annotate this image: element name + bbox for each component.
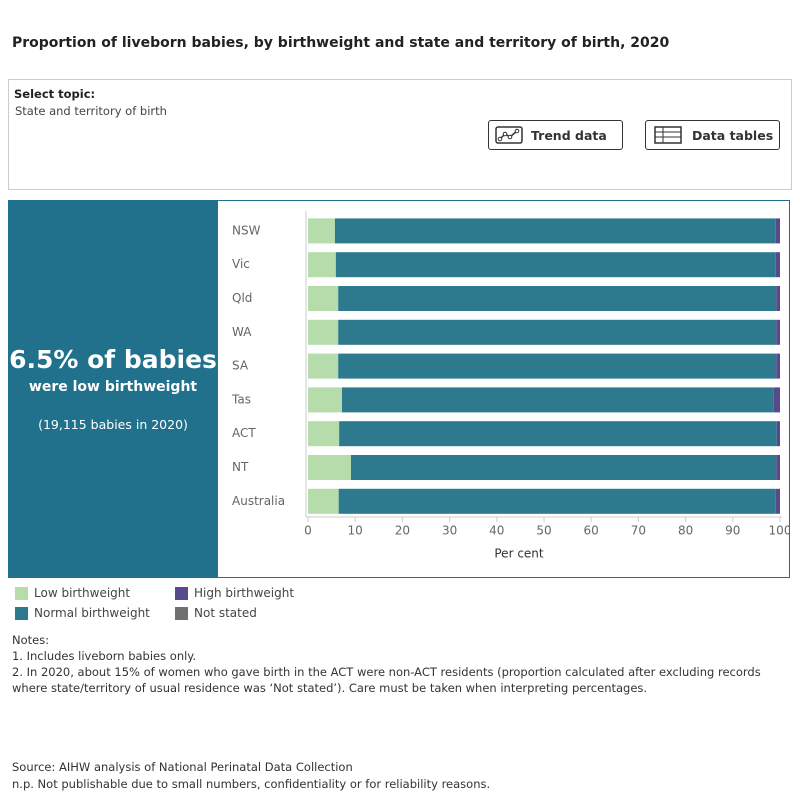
bar-segment	[339, 421, 777, 447]
y-tick-label: SA	[232, 359, 249, 373]
bar-segment	[338, 488, 776, 514]
button-label: Data tables	[692, 127, 774, 143]
bar-segment	[775, 252, 780, 278]
y-tick-label: NSW	[232, 223, 261, 237]
y-tick-label: Qld	[232, 291, 252, 305]
x-axis-title: Per cent	[494, 547, 544, 561]
y-tick-label: Vic	[232, 257, 250, 271]
x-tick-label: 70	[631, 524, 646, 538]
legend-item[interactable]: Normal birthweight	[15, 606, 150, 620]
bar-segment	[773, 387, 780, 413]
bar-segment	[308, 218, 335, 244]
bar-segment	[338, 319, 777, 345]
topic-value[interactable]: State and territory of birth	[15, 104, 167, 118]
legend-label: Not stated	[194, 606, 257, 620]
chart: Per cent 0 10 20 30 40 50 60 70 80 90 100 NSW Vic Qld…	[231, 211, 791, 561]
bar-segment	[776, 421, 780, 447]
bar-segment	[776, 353, 780, 379]
legend-swatch	[15, 606, 28, 620]
bar-segment	[338, 353, 777, 379]
legend-label: Normal birthweight	[34, 606, 150, 620]
topic-selector: Select topic: State and territory of bir…	[8, 79, 792, 190]
x-tick-label: 10	[348, 524, 363, 538]
bar-segment	[776, 286, 780, 311]
x-tick-label: 30	[442, 524, 457, 538]
legend-label: High birthweight	[194, 586, 295, 600]
bar-segment	[776, 455, 780, 480]
bar-segment	[308, 455, 351, 480]
source: Source: AIHW analysis of National Perina…	[12, 760, 353, 774]
y-tick-label: Tas	[231, 392, 251, 406]
bar-segment	[775, 218, 780, 244]
button-label: Trend data	[531, 127, 607, 143]
x-tick-label: 50	[536, 524, 551, 538]
bar-segment	[308, 387, 342, 413]
tables-button[interactable]: Data tables	[645, 120, 780, 150]
bar-segment	[308, 353, 339, 379]
bar-segment	[350, 455, 777, 480]
bar-segment	[341, 387, 774, 413]
bar-segment	[775, 488, 780, 514]
x-tick-label: 20	[395, 524, 410, 538]
trend-icon	[495, 126, 523, 144]
x-tick-label: 0	[304, 524, 312, 538]
legend-item[interactable]: Low birthweight	[15, 586, 130, 600]
page-title: Proportion of liveborn babies, by birthw…	[12, 35, 670, 51]
summary-detail: (19,115 babies in 2020)	[38, 417, 188, 432]
note: 1. Includes liveborn babies only.	[12, 649, 197, 663]
np-note: n.p. Not publishable due to small number…	[12, 777, 491, 791]
topic-label: Select topic:	[14, 87, 96, 101]
y-tick-label: WA	[232, 325, 252, 339]
x-tick-label: 60	[584, 524, 599, 538]
x-tick-label: 80	[678, 524, 693, 538]
trend-button[interactable]: Trend data	[488, 120, 623, 150]
bar-segment	[334, 218, 776, 244]
legend-label: Low birthweight	[34, 586, 131, 600]
legend-swatch	[175, 606, 188, 620]
summary-headline: 6.5% of babies	[9, 345, 217, 374]
bar-segment	[335, 252, 776, 278]
bar-segment	[338, 286, 777, 311]
bar-segment	[308, 286, 339, 311]
notes-heading: Notes:	[12, 633, 50, 647]
y-tick-label: ACT	[232, 426, 256, 440]
legend-swatch	[175, 586, 188, 600]
table-icon	[654, 126, 682, 144]
summary-panel: 6.5% of babies were low birthweight (19,…	[8, 200, 218, 578]
x-tick-label: 100	[769, 524, 789, 538]
y-tick-label: Australia	[232, 494, 285, 508]
note: 2. In 2020, about 15% of women who gave …	[12, 665, 761, 695]
legend-item[interactable]: High birthweight	[175, 586, 294, 600]
chart-area: Per cent 0 10 20 30 40 50 60 70 80 90 100 NSW Vic Qld…	[218, 200, 791, 578]
bar-segment	[308, 488, 339, 514]
bar-segment	[776, 319, 780, 345]
bar-segment	[308, 252, 336, 278]
bar-segment	[308, 319, 339, 345]
legend-swatch	[15, 586, 28, 600]
bar-segment	[308, 421, 340, 447]
legend-item[interactable]: Not stated	[175, 606, 257, 620]
x-tick-label: 90	[725, 524, 740, 538]
x-tick-label: 40	[489, 524, 504, 538]
summary-subline: were low birthweight	[28, 379, 198, 395]
y-tick-label: NT	[232, 460, 249, 474]
